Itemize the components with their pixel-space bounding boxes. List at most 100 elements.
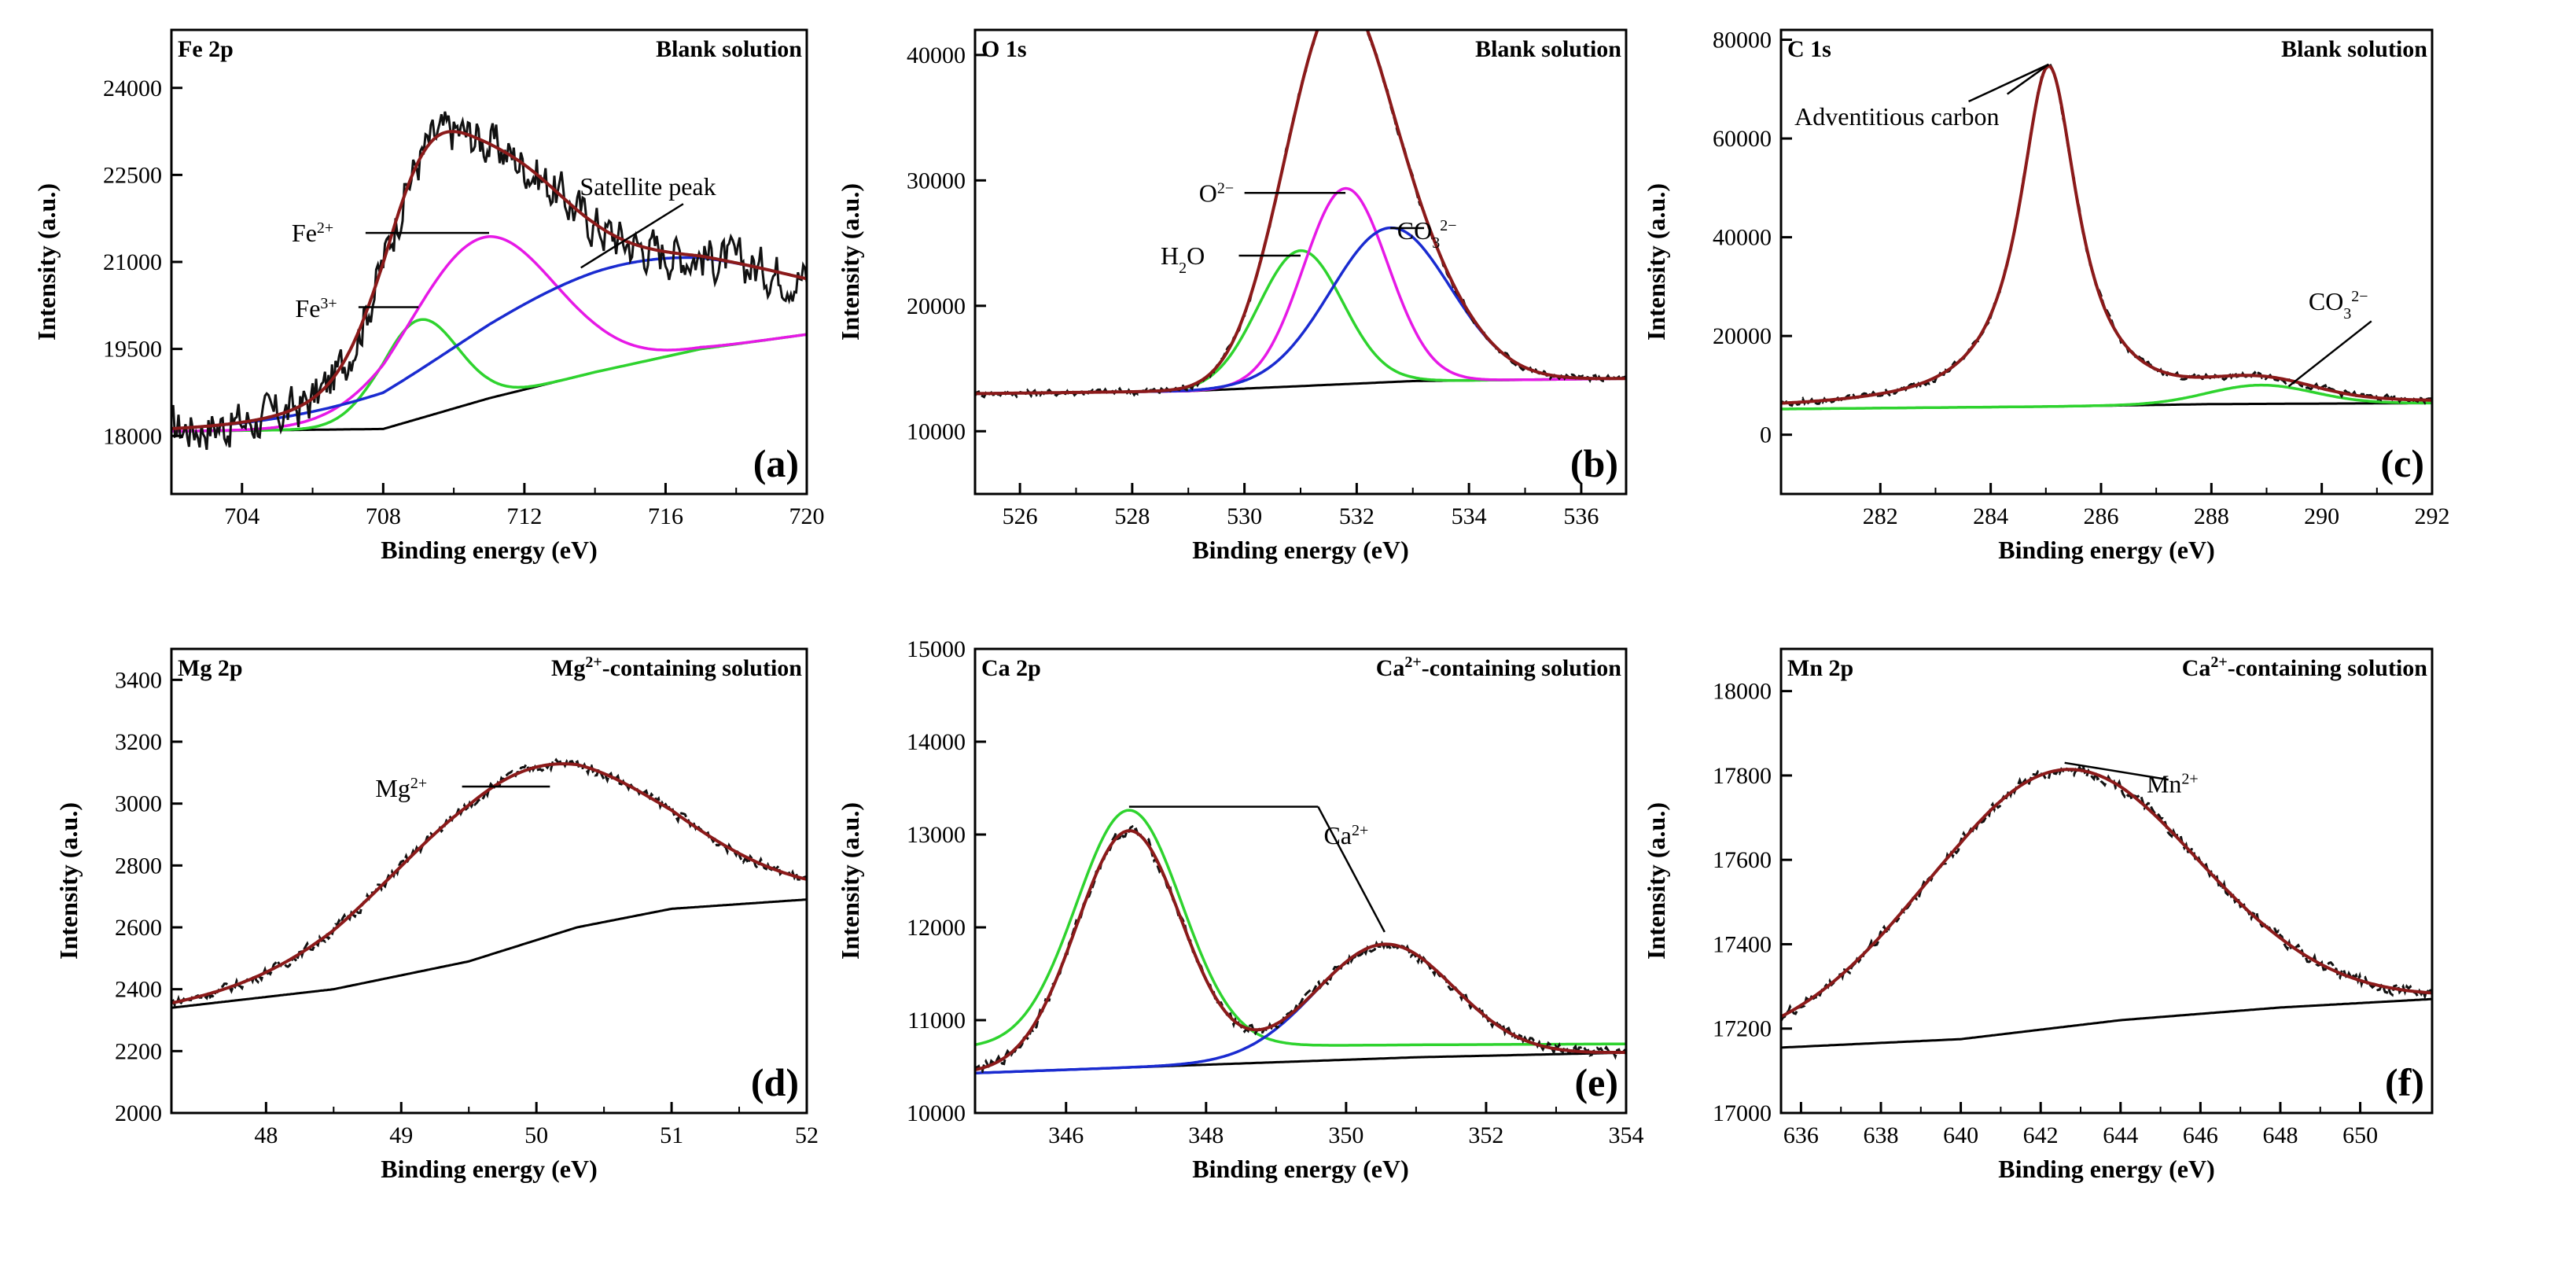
annotation-text: CO [1397, 216, 1432, 245]
condition-superscript: 2+ [2210, 654, 2227, 671]
annotation-text: O [1199, 179, 1217, 207]
annotation-tail: O [1187, 241, 1205, 270]
condition-prefix: Mg [551, 655, 585, 681]
y-tick-label: 2800 [115, 853, 162, 879]
x-tick-label: 720 [789, 503, 825, 529]
annotation-leader-line [2006, 63, 2050, 95]
x-tick-label: 348 [1188, 1122, 1224, 1148]
y-tick-label: 2600 [115, 915, 162, 941]
y-tick-label: 17000 [1713, 1100, 1772, 1126]
element-label: Mn 2p [1787, 655, 1853, 681]
y-axis-title: Intensity (a.u.) [54, 802, 83, 960]
x-axis-title: Binding energy (eV) [1192, 1155, 1409, 1183]
element-label: Ca 2p [981, 655, 1041, 681]
y-tick-label: 12000 [907, 915, 966, 941]
condition-text: -containing solution [602, 655, 803, 681]
y-axis-title: Intensity (a.u.) [1642, 802, 1670, 960]
plot-area [975, 30, 1626, 399]
component-peak-line [171, 235, 807, 433]
panel-letter: (d) [751, 1060, 799, 1104]
panel-letter: (a) [753, 441, 799, 485]
plot-frame [170, 647, 808, 1115]
x-tick-label: 48 [254, 1122, 278, 1148]
annotation-superscript: 3+ [320, 295, 337, 312]
annotation-text: H [1161, 241, 1179, 270]
condition-label: Blank solution [2281, 36, 2427, 62]
x-tick-label: 704 [224, 503, 259, 529]
x-axis-title: Binding energy (eV) [1998, 1155, 2215, 1183]
background-line [1781, 997, 2432, 1049]
annotation-leader-line [2287, 320, 2372, 388]
x-tick-label: 640 [1943, 1122, 1978, 1148]
annotation-leader-line [1317, 806, 1386, 933]
condition-label: Blank solution [656, 36, 802, 62]
annotation-h2o: H2O [1161, 241, 1205, 277]
x-tick-label: 352 [1468, 1122, 1503, 1148]
y-tick-label: 18000 [1713, 679, 1772, 705]
x-tick-label: 646 [2183, 1122, 2218, 1148]
plot-frame [1779, 28, 2434, 496]
y-tick-label: 17400 [1713, 931, 1772, 957]
plot-area [1781, 761, 2432, 1049]
x-tick-label: 350 [1328, 1122, 1363, 1148]
envelope-fit-line [1781, 64, 2432, 405]
annotation-o2: O2− [1199, 179, 1234, 207]
y-tick-label: 0 [1760, 422, 1772, 448]
background-line [171, 898, 807, 1009]
annotation-fe2: Fe2+ [292, 219, 333, 247]
x-tick-label: 712 [506, 503, 542, 529]
y-tick-label: 2200 [115, 1038, 162, 1064]
y-tick-label: 40000 [907, 42, 966, 68]
x-tick-label: 534 [1452, 503, 1487, 529]
element-label: Fe 2p [178, 36, 234, 62]
x-tick-label: 282 [1863, 503, 1898, 529]
panel-letter: (b) [1570, 441, 1618, 485]
annotation-fe3: Fe3+ [295, 294, 337, 322]
y-tick-label: 11000 [907, 1008, 966, 1034]
annotation-text: Fe [292, 219, 317, 247]
x-tick-label: 290 [2304, 503, 2339, 529]
panel-f: 17000 17200 17400 17600 17800 18000 636 638 640 6… [1642, 647, 2434, 1183]
x-tick-label: 716 [648, 503, 683, 529]
envelope-fit-line [171, 130, 807, 430]
envelope-fit-line [171, 762, 807, 1005]
y-tick-label: 17800 [1713, 763, 1772, 789]
y-tick-label: 40000 [1713, 225, 1772, 251]
plot-area [171, 757, 807, 1009]
panel-d: 2000 2200 2400 2600 2800 3000 3200 3400 48 49 50 51… [54, 647, 819, 1183]
y-axis-title: Intensity (a.u.) [836, 802, 864, 960]
condition-label: Blank solution [1475, 36, 1621, 62]
x-tick-label: 536 [1563, 503, 1599, 529]
annotation-superscript: 2+ [410, 775, 427, 792]
y-tick-label: 24000 [103, 76, 162, 101]
x-tick-label: 644 [2103, 1122, 2138, 1148]
y-axis-title: Intensity (a.u.) [836, 183, 864, 341]
y-tick-label: 80000 [1713, 28, 1772, 53]
annotation-leader-line [2064, 761, 2169, 781]
x-tick-label: 286 [2083, 503, 2118, 529]
annotation-text: Satellite peak [580, 172, 716, 201]
x-tick-label: 648 [2262, 1122, 2298, 1148]
x-tick-label: 638 [1863, 1122, 1898, 1148]
y-tick-label: 2400 [115, 977, 162, 1003]
condition-text: -containing solution [1422, 655, 1622, 681]
annotation-superscript: 2− [2351, 288, 2368, 305]
annotation-mg: Mg2+ [375, 774, 427, 802]
panel-e: 10000 11000 12000 13000 14000 15000 346 348 350 3… [836, 636, 1644, 1183]
y-tick-label: 10000 [907, 1100, 966, 1126]
condition-prefix: Ca [1376, 655, 1405, 681]
y-tick-label: 15000 [907, 636, 966, 662]
annotation-text: Mn [2147, 770, 2181, 798]
annotation-text: Adventitious carbon [1794, 102, 1999, 131]
annotation-subscript: 3 [1432, 234, 1440, 252]
panel-c: 0 20000 40000 60000 80000 282 284 286 288 290 292 B… [1642, 28, 2450, 564]
annotation-text: CO [2309, 287, 2343, 315]
plot-area [171, 111, 807, 451]
element-label: C 1s [1787, 36, 1831, 62]
x-tick-label: 642 [2023, 1122, 2059, 1148]
y-tick-label: 3200 [115, 729, 162, 755]
annotation-superscript: 2+ [2181, 771, 2198, 788]
x-tick-label: 526 [1003, 503, 1038, 529]
